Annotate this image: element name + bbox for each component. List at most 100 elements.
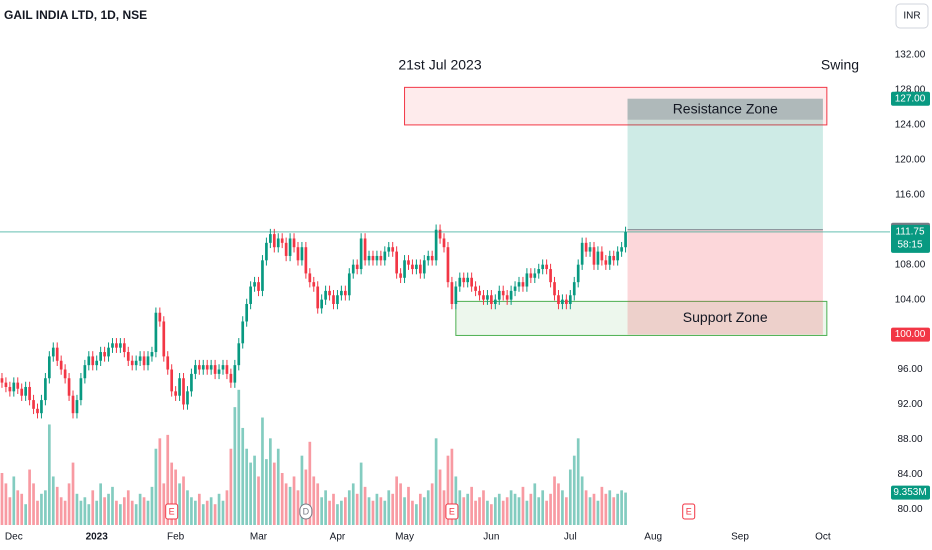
candle-body <box>403 260 406 278</box>
candle-body <box>300 247 304 261</box>
candle-body <box>347 273 351 296</box>
volume-bar <box>142 497 146 525</box>
volume-bar <box>194 500 197 525</box>
volume-bar <box>272 462 276 525</box>
volume-bar <box>604 493 608 525</box>
profit-area <box>627 98 823 230</box>
candle-body <box>608 255 612 265</box>
y-tick-label: 88.00 <box>897 434 922 445</box>
volume-bar <box>474 500 477 525</box>
volume-bar <box>426 490 430 525</box>
candle-body <box>107 347 110 357</box>
candle-body <box>253 282 256 287</box>
candle-body <box>490 295 493 304</box>
candle-body <box>83 365 87 379</box>
volume-bar <box>79 500 83 525</box>
currency[interactable]: INR <box>903 11 920 22</box>
currency-button[interactable] <box>895 3 929 29</box>
volume-bar <box>91 490 95 525</box>
volume-bar <box>261 417 264 525</box>
volume-bar <box>584 490 588 525</box>
volume-bar <box>572 455 576 525</box>
volume-bar <box>95 500 99 525</box>
candle-body <box>158 312 162 322</box>
volume-bar <box>478 497 481 525</box>
volume-bar <box>87 504 91 525</box>
candle-body <box>549 269 552 283</box>
volume-bar <box>407 486 410 525</box>
candle-body <box>213 365 217 374</box>
candle-body <box>119 343 122 348</box>
volume-bar <box>493 497 497 525</box>
volume-bar <box>383 500 387 525</box>
volume-bar <box>190 497 193 525</box>
candle-body <box>75 400 79 414</box>
x-tick-label: Dec <box>5 532 23 543</box>
candle-body <box>588 247 592 252</box>
volume-bar <box>4 483 8 525</box>
candle-body <box>442 238 446 248</box>
candle-body <box>87 356 91 366</box>
candle-body <box>40 400 43 414</box>
volume-bar <box>130 500 134 525</box>
volume-bar <box>462 497 466 525</box>
volume-bar <box>237 389 241 525</box>
y-tick-label: 132.00 <box>895 50 926 61</box>
volume-bar <box>482 490 485 525</box>
candle-body <box>383 251 387 261</box>
volume-bar <box>355 493 359 525</box>
x-tick-label: Mar <box>250 532 268 543</box>
volume-bar <box>387 490 391 525</box>
volume-bar <box>553 476 556 525</box>
event-label: D <box>303 506 310 516</box>
candle-body <box>276 238 280 248</box>
candle-body <box>521 282 525 287</box>
candle-body <box>91 356 95 366</box>
volume-bar <box>351 483 355 525</box>
volume-bar <box>166 434 170 525</box>
volume-bar <box>249 462 252 525</box>
y-tick-label: 80.00 <box>897 504 922 515</box>
candle-body <box>620 247 623 252</box>
volume-bar <box>115 500 118 525</box>
candle-body <box>237 343 241 366</box>
volume-bar <box>12 476 16 525</box>
candle-body <box>600 251 604 261</box>
candle-body <box>233 365 237 383</box>
volume-bar <box>217 493 221 525</box>
event-label: E <box>449 506 455 516</box>
candle-body <box>245 303 249 322</box>
volume-bar <box>438 469 442 525</box>
x-tick-label: Apr <box>330 532 346 543</box>
candle-body <box>340 290 343 296</box>
volume-bar <box>225 490 229 525</box>
candle-body <box>426 255 430 261</box>
x-tick-label: Oct <box>815 532 831 543</box>
volume-bar <box>608 490 612 525</box>
candle-body <box>95 360 99 366</box>
candle-body <box>513 286 517 291</box>
volume-bar <box>83 497 87 525</box>
candle-body <box>375 255 379 261</box>
price-label: 127.00 <box>895 93 926 104</box>
candle-body <box>399 273 402 278</box>
candle-body <box>12 382 16 392</box>
volume-bar <box>126 490 130 525</box>
volume-bar <box>545 500 548 525</box>
candle-body <box>529 273 533 278</box>
candle-body <box>261 260 264 291</box>
candle-body <box>217 369 221 374</box>
candle-body <box>28 386 31 401</box>
volume-bar <box>430 483 434 525</box>
volume-bar <box>16 490 20 525</box>
candle-body <box>284 242 288 256</box>
volume-bar <box>205 500 209 525</box>
volume-bar <box>44 490 47 525</box>
volume-bar <box>71 462 75 525</box>
volume-bar <box>308 441 312 525</box>
volume-bar <box>276 448 280 525</box>
volume-bar <box>229 448 233 525</box>
volume-bar <box>470 486 473 525</box>
volume-bar <box>28 469 31 525</box>
axis-labels: 80.00 84.00 88.00 92.00 96.00 100.00 104.00 108… <box>5 50 930 543</box>
